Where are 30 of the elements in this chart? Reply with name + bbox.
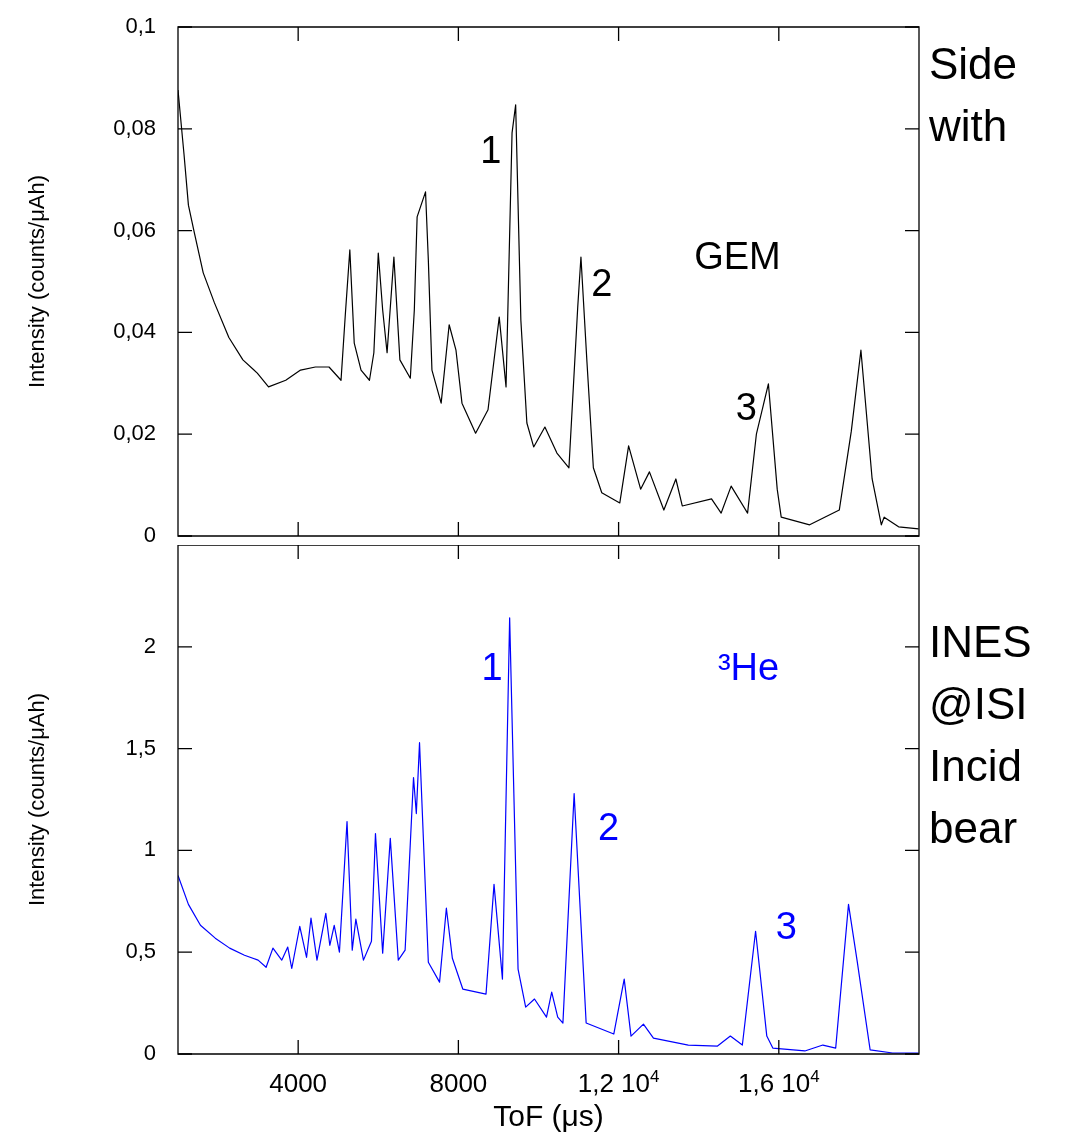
annotation: GEM <box>694 234 781 277</box>
y-tick-label: 1,5 <box>125 734 157 760</box>
y-tick-label: 0,04 <box>113 318 157 344</box>
y-tick-label: 1 <box>143 836 157 862</box>
annotation: 2 <box>597 805 620 848</box>
annotation: 1 <box>481 645 503 688</box>
text: Side <box>929 39 1018 89</box>
x-tick-label: 4000 <box>269 1068 328 1098</box>
y-tick-label: 0,1 <box>125 13 157 39</box>
y-tick-label: 0 <box>143 1040 157 1066</box>
y-tick-label: 0,06 <box>113 216 157 242</box>
annotation: 3 <box>775 905 797 948</box>
y-tick-label: 0 <box>143 522 157 548</box>
text: @ISI <box>929 679 1028 729</box>
y-tick-label: 2 <box>143 632 157 658</box>
text: bear <box>929 803 1018 853</box>
y-axis-title: Intensity (counts/μAh) <box>24 692 50 907</box>
annotation: 2 <box>591 261 613 304</box>
y-tick-label: 0,5 <box>125 938 157 964</box>
text: with <box>928 101 1008 151</box>
x-tick-label: 8000 <box>429 1068 488 1098</box>
annotation: 3 <box>735 386 757 429</box>
x-axis-title: ToF (μs) <box>493 1099 604 1133</box>
annotation: 1 <box>480 128 502 171</box>
text: Incid <box>929 741 1022 791</box>
annotation: ³He <box>717 645 780 688</box>
y-tick-label: 0,02 <box>113 420 157 446</box>
text: INES <box>929 617 1032 667</box>
y-axis-title: Intensity (counts/μAh) <box>24 174 50 389</box>
y-tick-label: 0,08 <box>113 114 157 140</box>
